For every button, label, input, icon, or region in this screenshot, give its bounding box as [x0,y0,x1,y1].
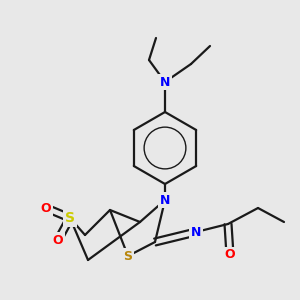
Text: O: O [41,202,51,214]
Text: S: S [124,250,133,262]
Text: S: S [65,211,75,225]
Text: O: O [53,233,63,247]
Text: N: N [191,226,201,238]
Text: N: N [160,194,170,206]
Text: O: O [225,248,235,262]
Text: N: N [160,76,170,88]
